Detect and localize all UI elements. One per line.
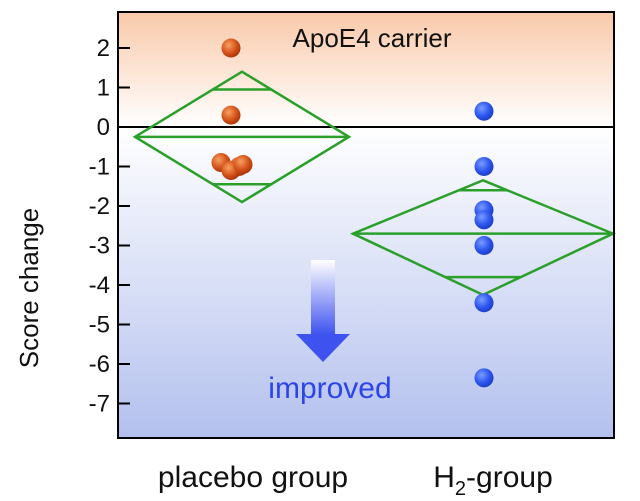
y-axis-label: Score change xyxy=(14,208,44,368)
y-tick-label: -3 xyxy=(89,233,110,260)
plot-bg-positive xyxy=(118,12,614,127)
category-label-placebo: placebo group xyxy=(158,461,348,494)
y-tick-label: -6 xyxy=(89,351,110,378)
annotation-apoe4: ApoE4 carrier xyxy=(293,23,452,53)
h2-point xyxy=(474,101,494,121)
y-tick-label: 1 xyxy=(97,75,110,102)
placebo-point xyxy=(233,155,253,175)
y-tick-label: -7 xyxy=(89,391,110,418)
h2-point xyxy=(474,210,494,230)
h2-point xyxy=(474,368,494,388)
placebo-point xyxy=(221,105,241,125)
plot-bg-negative xyxy=(118,127,614,438)
y-tick-label: -4 xyxy=(89,272,110,299)
improved-arrow-head xyxy=(296,334,350,362)
y-tick-label: -1 xyxy=(89,154,110,181)
h2-point xyxy=(474,236,494,255)
y-tick-label: 0 xyxy=(97,114,110,141)
placebo-point xyxy=(221,38,241,58)
plot-frame xyxy=(117,11,615,439)
data-points xyxy=(211,38,494,388)
improved-arrow-shaft xyxy=(311,260,335,335)
h2-point xyxy=(474,293,494,313)
mean-diamond xyxy=(132,70,352,204)
y-tick-label: 2 xyxy=(97,35,110,62)
y-axis-ticks: 2 1 0 -1 -2 -3 -4 -5 -6 -7 xyxy=(89,35,130,418)
category-label-h2: H2-group xyxy=(433,461,553,500)
y-tick-label: -5 xyxy=(89,312,110,339)
y-tick-label: -2 xyxy=(89,193,110,220)
h2-point xyxy=(474,157,494,176)
improved-label: improved xyxy=(268,372,391,405)
